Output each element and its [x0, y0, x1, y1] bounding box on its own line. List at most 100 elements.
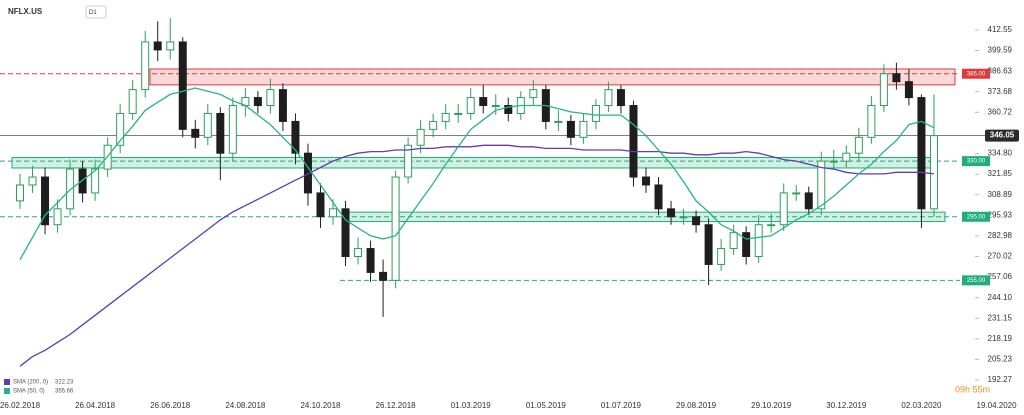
candle-body [917, 97, 926, 210]
y-tick-label: 308.89 [988, 190, 1013, 199]
candle-body [391, 176, 400, 281]
candle-body [491, 105, 500, 108]
candle-body [16, 184, 24, 202]
candle-body [366, 248, 375, 273]
y-tick-label: 295.93 [988, 210, 1013, 219]
level-label: 255.00 [967, 278, 986, 284]
x-tick-label: 26.02.2018 [0, 401, 41, 410]
candle-body [604, 89, 613, 107]
candle-body [166, 41, 175, 51]
y-tick-label: 334.80 [988, 149, 1013, 158]
candle-body [91, 168, 100, 194]
candle-body [216, 112, 225, 154]
level-label: 385.00 [967, 71, 986, 77]
current-price-box [985, 129, 1019, 142]
y-tick-label: 412.55 [988, 25, 1013, 34]
y-tick-label: 192.27 [988, 375, 1013, 384]
candle-body [616, 89, 625, 107]
y-tick-label: 399.59 [988, 46, 1013, 55]
x-tick-label: 26.06.2018 [150, 401, 191, 410]
candle-body [767, 224, 776, 227]
candle-body [178, 41, 187, 130]
candle-body [429, 120, 438, 130]
x-tick-label: 19.04.2020 [977, 401, 1018, 410]
candle-body [779, 192, 788, 226]
legend-swatch [4, 379, 10, 385]
candle-body [704, 224, 713, 265]
candle-body [228, 105, 237, 154]
y-tick-label: 270.02 [988, 252, 1013, 261]
candle-body [329, 208, 337, 218]
candle-body [128, 89, 137, 114]
candle-body [867, 105, 876, 138]
candle-body [41, 176, 50, 226]
level-label-box [962, 156, 990, 167]
candle-body [754, 224, 763, 257]
level-zone [149, 68, 956, 86]
candle-body [479, 97, 488, 107]
x-tick-label: 01.05.2019 [526, 401, 567, 410]
candle-body [904, 81, 913, 99]
candle-body [141, 41, 150, 91]
legend-swatch [4, 388, 10, 394]
candle-body [879, 73, 888, 107]
candle-body [53, 208, 62, 226]
candle-body [291, 120, 300, 154]
candle-body [416, 128, 425, 146]
candle-body [504, 105, 513, 114]
timeframe[interactable]: D1 [89, 10, 97, 16]
candle-body [742, 232, 751, 257]
timeframe-box[interactable] [85, 5, 107, 19]
candle-body [529, 89, 538, 99]
candle-body [203, 112, 212, 138]
candle-body [892, 73, 901, 83]
x-tick-label: 02.03.2020 [901, 401, 942, 410]
candle-body [591, 105, 600, 122]
candle-body [929, 135, 938, 210]
candle-body [191, 128, 200, 138]
x-tick-label: 26.04.2018 [75, 401, 116, 410]
level-label-box [962, 275, 990, 286]
candle-body [266, 89, 275, 107]
current-price-label: 346.05 [990, 131, 1015, 140]
candle-body [379, 271, 388, 281]
candle-body [817, 160, 826, 210]
sma-line [19, 144, 935, 367]
x-tick-label: 24.10.2018 [300, 401, 341, 410]
candle-body [566, 120, 575, 138]
candle-body [316, 192, 325, 218]
chart-title: NFLX.US [8, 7, 43, 16]
candle-body [278, 89, 287, 122]
candle-body [404, 144, 413, 178]
countdown: 09h 55m [955, 384, 990, 394]
y-tick-label: 321.85 [988, 169, 1013, 178]
candle-body [842, 152, 851, 162]
level-label-box [962, 68, 990, 79]
candle-body [116, 112, 125, 146]
candle-body [454, 112, 463, 115]
candle-body [253, 97, 262, 107]
legend-value: 322.23 [55, 380, 74, 386]
x-tick-label: 01.03.2019 [451, 401, 492, 410]
y-tick-label: 360.72 [988, 107, 1013, 116]
candle-body [654, 184, 663, 210]
candle-body [554, 120, 563, 123]
candle-body [466, 97, 475, 114]
candle-body [579, 120, 588, 138]
level-label: 330.00 [967, 159, 986, 165]
candle-body [792, 192, 801, 195]
candle-body [341, 208, 350, 257]
y-tick-label: 373.68 [988, 87, 1013, 96]
y-tick-label: 386.63 [988, 66, 1013, 75]
candle-body [804, 192, 813, 210]
level-zone [11, 156, 936, 169]
x-tick-label: 29.10.2019 [751, 401, 792, 410]
x-tick-label: 30.12.2019 [826, 401, 867, 410]
x-tick-label: 26.12.2018 [376, 401, 417, 410]
legend-name: SMA (50, 0) [13, 389, 45, 395]
y-tick-label: 282.98 [988, 231, 1013, 240]
y-tick-label: 218.19 [988, 334, 1013, 343]
sma-line [19, 87, 935, 261]
